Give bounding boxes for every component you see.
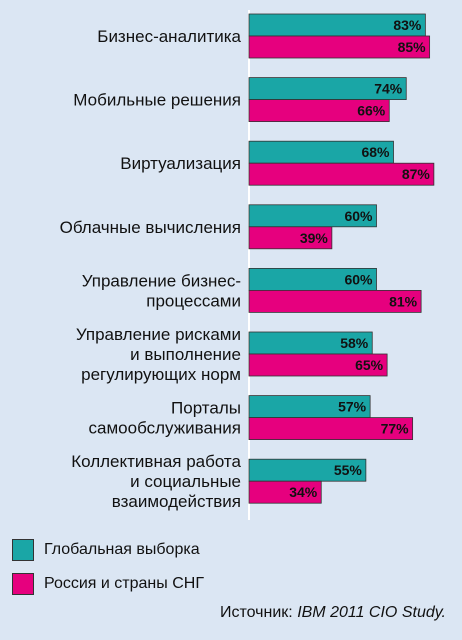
legend-label-global: Глобальная выборка (44, 541, 200, 558)
value-label-global-5: 58% (340, 335, 369, 351)
value-label-global-3: 60% (344, 208, 373, 224)
category-label-7-line-1: и социальные (130, 472, 241, 491)
value-label-russia-4: 81% (389, 293, 418, 309)
value-label-global-0: 83% (393, 17, 422, 33)
value-label-russia-3: 39% (300, 230, 329, 246)
bar-russia-2 (248, 162, 435, 186)
category-label-5-line-1: и выполнение (130, 345, 241, 364)
category-label-0: Бизнес-аналитика (97, 27, 241, 46)
category-label-6-line-0: Порталы (171, 399, 241, 418)
category-label-7-line-0: Коллективная работа (71, 452, 241, 471)
value-label-russia-7: 34% (289, 484, 318, 500)
value-label-global-1: 74% (374, 81, 403, 97)
legend: Глобальная выборка Россия и страны СНГ (12, 536, 204, 604)
category-label-1: Мобильные решения (73, 91, 241, 110)
bar-russia-0 (248, 35, 431, 59)
value-label-global-6: 57% (338, 399, 367, 415)
legend-label-russia: Россия и страны СНГ (44, 575, 204, 592)
value-label-russia-5: 65% (355, 357, 384, 373)
category-label-4-line-1: процессами (146, 291, 241, 310)
source-prefix: Источник: (219, 604, 298, 621)
bar-russia-6 (248, 417, 414, 441)
source-note: Источник: IBM 2011 CIO Study. (220, 604, 446, 622)
category-label-4-line-0: Управление бизнес- (82, 271, 241, 290)
category-label-7-line-2: взаимодействия (112, 492, 241, 511)
legend-swatch-global (12, 539, 34, 561)
value-label-global-7: 55% (334, 462, 363, 478)
value-label-russia-1: 66% (357, 103, 386, 119)
legend-swatch-russia (12, 573, 34, 595)
value-label-russia-6: 77% (381, 421, 410, 437)
bar-russia-4 (248, 289, 422, 313)
value-label-russia-0: 85% (398, 39, 427, 55)
category-label-5-line-2: регулирующих норм (81, 365, 241, 384)
category-label-2: Виртуализация (120, 154, 241, 173)
category-label-6-line-1: самообслуживания (89, 419, 241, 438)
bar-russia-5 (248, 353, 388, 377)
category-label-3: Облачные вычисления (60, 218, 241, 237)
bars-group: 83% 85% Бизнес-аналитика 74% 66% Мобильные ре… (60, 13, 435, 511)
value-label-russia-2: 87% (402, 166, 431, 182)
bar-russia-7 (248, 480, 322, 504)
bar-russia-1 (248, 99, 390, 122)
category-label-5-line-0: Управление рисками (76, 325, 241, 344)
source-text: IBM 2011 CIO Study. (297, 604, 446, 621)
legend-item-russia: Россия и страны СНГ (12, 570, 204, 598)
bar-russia-3 (248, 226, 333, 250)
legend-item-global: Глобальная выборка (12, 536, 204, 564)
value-label-global-4: 60% (344, 271, 373, 287)
value-label-global-2: 68% (361, 144, 390, 160)
